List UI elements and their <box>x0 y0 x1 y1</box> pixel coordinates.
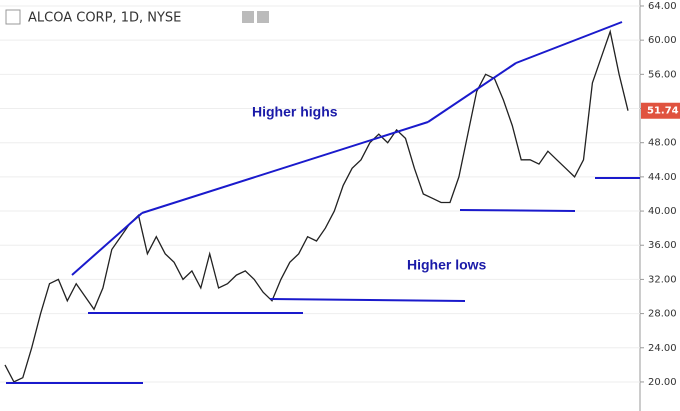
price-badge <box>641 102 680 119</box>
y-tick-label: 40.00 <box>648 206 677 217</box>
y-tick-label: 48.00 <box>648 138 677 149</box>
chart-title: ALCOA CORP, 1D, NYSE <box>28 11 181 26</box>
price-label: 51.74 <box>647 106 679 117</box>
y-tick-label: 28.00 <box>648 309 677 320</box>
y-tick-label: 32.00 <box>648 274 677 285</box>
icon[interactable] <box>257 11 269 23</box>
y-tick-label: 44.00 <box>648 172 677 183</box>
y-tick-label: 20.00 <box>648 377 677 388</box>
annotation: Higher highs <box>252 104 338 120</box>
support-line <box>269 298 466 302</box>
y-tick-label: 56.00 <box>648 69 677 80</box>
trend-line <box>141 121 429 214</box>
support-line <box>459 209 576 212</box>
icon[interactable] <box>242 11 254 23</box>
trend-line <box>71 212 143 276</box>
plot <box>0 5 640 383</box>
icon <box>5 9 21 25</box>
y-tick-label: 60.00 <box>648 35 677 46</box>
price-line <box>4 29 629 383</box>
y-tick-label: 36.00 <box>648 240 677 251</box>
trend-line <box>427 62 517 123</box>
annotation: Higher lows <box>407 257 487 273</box>
trend-line <box>515 21 623 64</box>
y-tick-label: 64.00 <box>648 1 677 12</box>
y-tick-label: 24.00 <box>648 343 677 354</box>
